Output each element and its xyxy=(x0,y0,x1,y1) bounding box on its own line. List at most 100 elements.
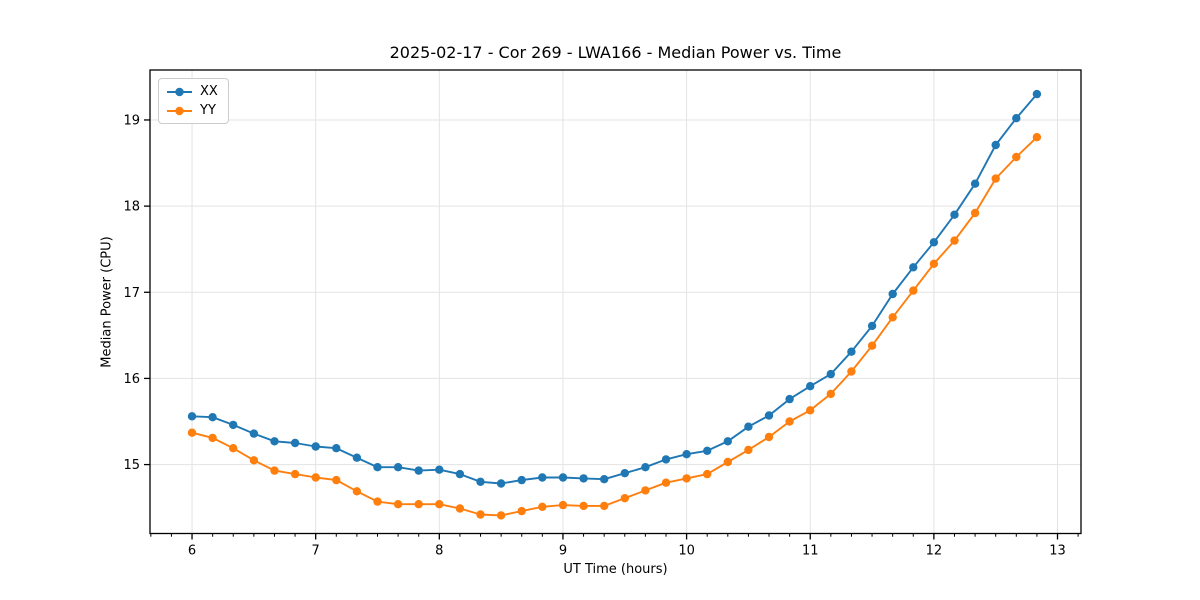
data-point xyxy=(847,367,856,376)
data-point xyxy=(847,347,856,356)
data-point xyxy=(187,428,197,437)
data-point xyxy=(373,497,382,506)
data-point xyxy=(909,286,918,295)
data-point xyxy=(785,394,794,404)
data-point xyxy=(435,465,444,474)
series-YY xyxy=(187,133,1042,520)
data-point xyxy=(806,406,815,415)
x-tick-label: 13 xyxy=(1049,544,1066,559)
data-point xyxy=(744,422,753,431)
data-point xyxy=(496,511,506,520)
data-point xyxy=(229,444,238,453)
data-point xyxy=(744,445,753,455)
data-point xyxy=(970,208,980,218)
data-point xyxy=(1012,152,1021,162)
data-point xyxy=(806,382,815,391)
data-point xyxy=(208,433,217,443)
data-point xyxy=(414,500,423,509)
data-point xyxy=(785,417,794,426)
x-tick-label: 10 xyxy=(678,544,695,559)
data-point xyxy=(600,475,609,484)
data-point xyxy=(476,477,485,486)
data-point xyxy=(352,453,362,462)
data-point xyxy=(332,444,341,453)
data-point xyxy=(909,263,918,272)
data-point xyxy=(332,475,341,485)
data-point xyxy=(682,474,691,483)
legend-label: YY xyxy=(200,103,216,118)
legend-line-marker-icon xyxy=(167,106,192,115)
data-point xyxy=(723,457,732,467)
data-point xyxy=(517,506,526,516)
data-point xyxy=(270,466,279,475)
data-point xyxy=(311,442,320,451)
data-point xyxy=(352,487,362,496)
axes xyxy=(149,69,1082,535)
data-point xyxy=(558,473,568,482)
data-point xyxy=(290,469,300,479)
y-tick-label: 16 xyxy=(123,372,140,387)
data-point xyxy=(764,432,774,442)
data-point xyxy=(393,500,403,509)
x-axis: 6 7 8 9 10 11 12 13 xyxy=(150,533,1079,559)
data-point xyxy=(682,450,691,459)
data-point xyxy=(517,475,526,485)
data-point xyxy=(867,321,877,331)
x-tick-label: 6 xyxy=(188,544,196,559)
data-point xyxy=(950,236,959,245)
data-point xyxy=(888,289,897,299)
data-point xyxy=(641,463,650,472)
data-point xyxy=(929,259,939,268)
data-point xyxy=(641,486,650,495)
data-point xyxy=(393,463,403,472)
data-point xyxy=(620,494,629,503)
data-point xyxy=(970,179,980,188)
data-point xyxy=(311,473,320,482)
y-tick-label: 19 xyxy=(123,113,140,128)
data-point xyxy=(496,479,506,488)
data-point xyxy=(600,501,609,511)
data-point xyxy=(579,474,588,483)
x-tick-label: 9 xyxy=(559,544,567,559)
series-XX xyxy=(187,89,1042,488)
x-axis-label: UT Time (hours) xyxy=(563,562,668,577)
data-point xyxy=(476,510,485,519)
y-tick-label: 15 xyxy=(123,458,140,473)
chart-title: 2025-02-17 - Cor 269 - LWA166 - Median P… xyxy=(389,43,842,62)
data-point xyxy=(703,446,712,455)
grid xyxy=(150,70,1081,534)
data-point xyxy=(270,437,279,446)
data-point xyxy=(373,463,382,472)
data-point xyxy=(703,469,712,479)
data-point xyxy=(826,389,835,399)
legend: XX YY xyxy=(158,78,229,124)
data-point xyxy=(991,174,1000,183)
x-tick-label: 11 xyxy=(802,544,819,559)
data-point xyxy=(661,455,671,464)
data-point xyxy=(455,504,465,513)
data-point xyxy=(723,437,732,446)
data-point xyxy=(558,500,568,510)
y-tick-label: 18 xyxy=(123,200,140,215)
data-point xyxy=(435,500,444,509)
data-point xyxy=(290,438,300,448)
data-point xyxy=(538,502,547,511)
y-tick-label: 17 xyxy=(123,286,140,301)
data-point xyxy=(249,456,259,465)
y-axis-label: Median Power (CPU) xyxy=(99,236,115,368)
x-tick-label: 12 xyxy=(926,544,943,559)
legend-item-xx: XX xyxy=(166,84,218,99)
legend-label: XX xyxy=(200,84,218,99)
data-point xyxy=(661,478,671,487)
data-point xyxy=(1032,133,1042,142)
data-point xyxy=(888,313,897,322)
data-point xyxy=(1032,89,1042,99)
data-point xyxy=(579,501,588,511)
x-tick-label: 8 xyxy=(435,544,443,559)
legend-item-yy: YY xyxy=(166,103,218,118)
legend-line-marker-icon xyxy=(167,87,192,96)
data-point xyxy=(867,341,877,350)
data-point xyxy=(764,411,774,420)
data-point xyxy=(208,413,217,422)
